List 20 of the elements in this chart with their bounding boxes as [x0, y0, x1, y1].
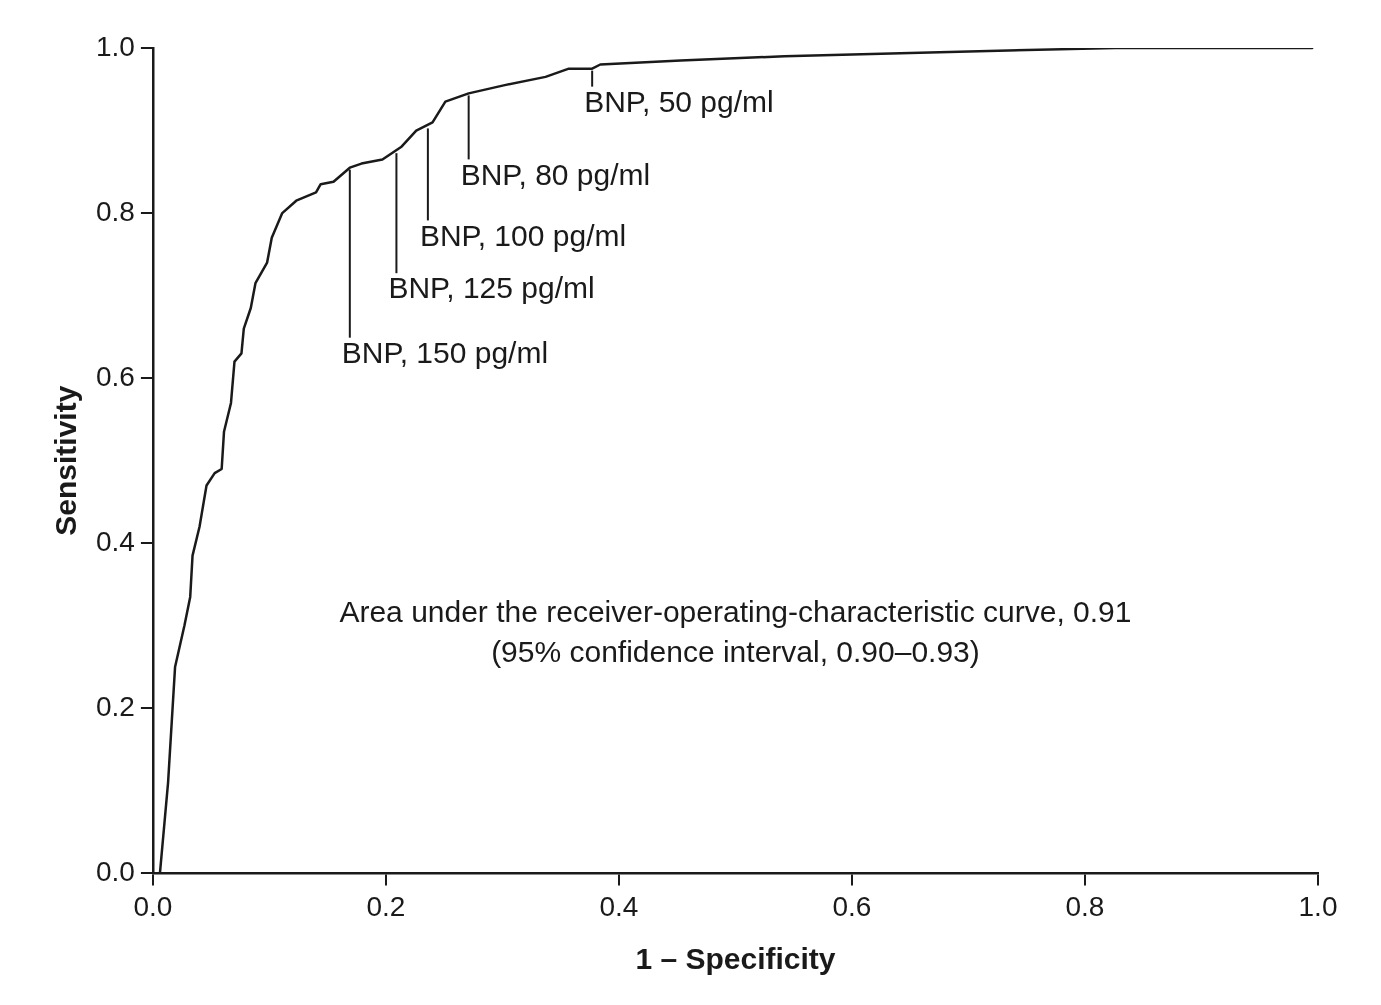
y-tick-label: 0.2 — [95, 691, 135, 723]
annotation: Area under the receiver-operating-characteristic curve, 0.91 (95% confidence interval, 0.90–0.93) — [339, 594, 1132, 668]
y-tick-label: 0.4 — [95, 525, 135, 557]
y-tick-label: 1.0 — [95, 30, 135, 62]
x-tick-label: 0.4 — [599, 890, 639, 922]
x-tick-label: 0.6 — [832, 890, 872, 922]
x-axis-title: 1 – Specificity — [635, 942, 836, 976]
annotation: BNP, 80 pg/ml — [460, 157, 651, 191]
y-axis-title: Sensitivity — [49, 385, 83, 536]
annotation: BNP, 150 pg/ml — [341, 335, 549, 369]
x-tick-label: 0.2 — [366, 890, 406, 922]
x-tick-label: 0.8 — [1065, 890, 1105, 922]
x-tick-label: 1.0 — [1298, 890, 1338, 922]
y-tick-label: 0.0 — [95, 856, 135, 888]
annotation: BNP, 50 pg/ml — [584, 84, 774, 118]
annotation: BNP, 125 pg/ml — [388, 271, 595, 305]
y-tick-label: 0.6 — [95, 360, 135, 392]
y-tick-label: 0.8 — [95, 195, 135, 227]
annotation: BNP, 100 pg/ml — [419, 218, 627, 252]
x-tick-label: 0.0 — [133, 890, 173, 922]
